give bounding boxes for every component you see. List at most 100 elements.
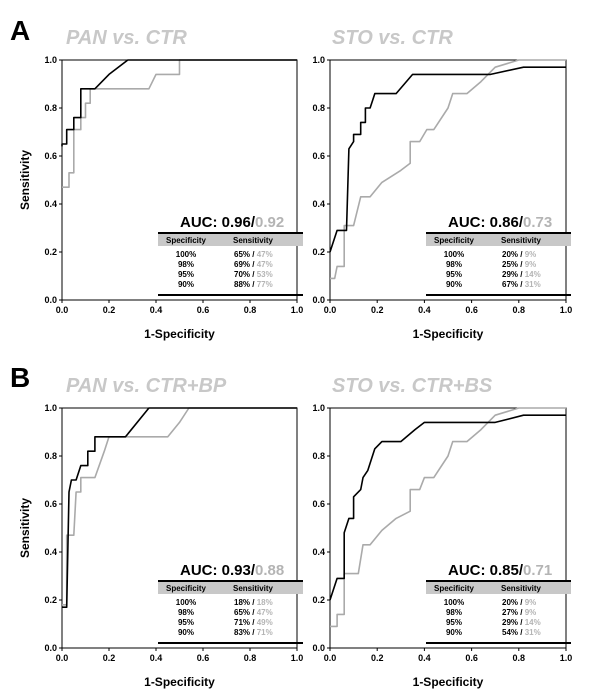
chart-title: PAN vs. CTR+BP xyxy=(66,375,227,397)
table-cell-specificity: 100% xyxy=(176,598,196,607)
table-cell-sensitivity: 20% / 9% xyxy=(502,598,536,607)
x-tick-label: 1.0 xyxy=(560,305,573,315)
sensitivity-gray: 31% xyxy=(525,280,541,289)
y-tick-label: 0.2 xyxy=(312,595,325,605)
y-tick-label: 1.0 xyxy=(44,55,57,65)
sensitivity-black: 65% / xyxy=(234,250,257,259)
y-tick-label: 0.8 xyxy=(312,103,325,113)
sensitivity-black: 25% / xyxy=(502,260,525,269)
sensitivity-black: 70% / xyxy=(234,270,257,279)
table-cell-sensitivity: 71% / 49% xyxy=(234,618,273,627)
y-tick-label: 0.0 xyxy=(312,295,325,305)
table-header-sensitivity: Sensitivity xyxy=(233,236,274,245)
x-tick-label: 0.6 xyxy=(465,653,478,663)
table-header-specificity: Specificity xyxy=(434,236,475,245)
sensitivity-gray: 14% xyxy=(525,270,541,279)
y-tick-label: 0.6 xyxy=(44,151,57,161)
table-top-rule xyxy=(158,232,303,234)
x-axis-label: 1-Specificity xyxy=(413,327,484,341)
table-header-band xyxy=(426,234,571,246)
table-cell-specificity: 98% xyxy=(178,260,194,269)
y-tick-label: 0.8 xyxy=(312,451,325,461)
table-bottom-rule xyxy=(158,642,303,644)
table-cell-specificity: 90% xyxy=(446,280,462,289)
sensitivity-black: 88% / xyxy=(234,280,257,289)
roc-curve-gray xyxy=(330,407,566,628)
sensitivity-black: 29% / xyxy=(502,618,525,627)
table-cell-specificity: 100% xyxy=(176,250,196,259)
x-tick-label: 1.0 xyxy=(560,653,573,663)
table-cell-specificity: 95% xyxy=(178,270,194,279)
table-header-band xyxy=(158,582,303,594)
x-tick-label: 0.6 xyxy=(465,305,478,315)
table-cell-specificity: 95% xyxy=(178,618,194,627)
x-tick-label: 0.2 xyxy=(371,305,384,315)
y-tick-label: 0.2 xyxy=(44,595,57,605)
sensitivity-black: 20% / xyxy=(502,598,525,607)
chart-title: PAN vs. CTR xyxy=(66,27,187,49)
chart-1: PAN vs. CTR 0.0 0.2 0.4 0.6 0.8 1.0 0.0 0.2 0.4 0.… xyxy=(18,27,303,341)
x-tick-label: 0.2 xyxy=(103,305,116,315)
sensitivity-black: 27% / xyxy=(502,608,525,617)
y-tick-label: 0.8 xyxy=(44,103,57,113)
sensitivity-gray: 47% xyxy=(257,250,273,259)
x-tick-label: 0.6 xyxy=(197,305,210,315)
x-tick-label: 0.0 xyxy=(324,305,337,315)
table-cell-specificity: 90% xyxy=(446,628,462,637)
sensitivity-black: 67% / xyxy=(502,280,525,289)
table-cell-sensitivity: 69% / 47% xyxy=(234,260,273,269)
sensitivity-gray: 49% xyxy=(257,618,273,627)
sensitivity-black: 18% / xyxy=(234,598,257,607)
sensitivity-gray: 9% xyxy=(525,250,537,259)
y-tick-label: 0.8 xyxy=(44,451,57,461)
auc-black-value: 0.85/ xyxy=(490,562,524,579)
sensitivity-black: 65% / xyxy=(234,608,257,617)
table-cell-sensitivity: 25% / 9% xyxy=(502,260,536,269)
table-cell-specificity: 98% xyxy=(446,260,462,269)
table-header-sensitivity: Sensitivity xyxy=(233,584,274,593)
roc-curve-black xyxy=(61,59,297,147)
panel-letter-a: A xyxy=(10,15,30,46)
x-tick-label: 0.6 xyxy=(197,653,210,663)
x-tick-label: 0.4 xyxy=(418,305,431,315)
table-header-specificity: Specificity xyxy=(166,584,207,593)
y-tick-label: 1.0 xyxy=(44,403,57,413)
table-cell-sensitivity: 20% / 9% xyxy=(502,250,536,259)
table-cell-specificity: 100% xyxy=(444,598,464,607)
auc-value: AUC: 0.85/0.71 xyxy=(448,562,552,579)
sensitivity-gray: 18% xyxy=(257,598,273,607)
y-tick-label: 0.2 xyxy=(44,247,57,257)
auc-label: AUC: xyxy=(180,214,222,231)
auc-gray-value: 0.71 xyxy=(523,562,552,579)
table-cell-sensitivity: 83% / 71% xyxy=(234,628,273,637)
table-cell-sensitivity: 67% / 31% xyxy=(502,280,541,289)
x-tick-label: 0.2 xyxy=(103,653,116,663)
y-tick-label: 1.0 xyxy=(312,55,325,65)
y-tick-label: 0.4 xyxy=(44,547,57,557)
sensitivity-gray: 31% xyxy=(525,628,541,637)
plot-frame xyxy=(329,59,567,301)
roc-curve-black xyxy=(329,66,566,253)
y-tick-label: 0.6 xyxy=(312,499,325,509)
sensitivity-gray: 77% xyxy=(257,280,273,289)
x-tick-label: 1.0 xyxy=(291,305,304,315)
y-tick-label: 0.6 xyxy=(312,151,325,161)
y-tick-label: 0.0 xyxy=(44,295,57,305)
chart-title: STO vs. CTR+BS xyxy=(332,375,493,397)
auc-label: AUC: xyxy=(448,562,490,579)
table-header-specificity: Specificity xyxy=(166,236,207,245)
table-cell-specificity: 95% xyxy=(446,270,462,279)
x-tick-label: 0.4 xyxy=(418,653,431,663)
roc-curve-black xyxy=(329,414,566,601)
x-tick-label: 0.0 xyxy=(56,305,69,315)
roc-curve-black xyxy=(62,407,297,608)
table-cell-sensitivity: 18% / 18% xyxy=(234,598,273,607)
x-tick-label: 0.4 xyxy=(150,653,163,663)
auc-label: AUC: xyxy=(448,214,490,231)
sensitivity-gray: 9% xyxy=(525,598,537,607)
roc-curve-gray xyxy=(62,59,297,188)
table-cell-sensitivity: 65% / 47% xyxy=(234,608,273,617)
x-axis-label: 1-Specificity xyxy=(413,675,484,689)
y-tick-label: 0.0 xyxy=(44,643,57,653)
chart-2: STO vs. CTR 0.0 0.2 0.4 0.6 0.8 1.0 0.0 0.2 0.4 0.… xyxy=(312,27,572,341)
